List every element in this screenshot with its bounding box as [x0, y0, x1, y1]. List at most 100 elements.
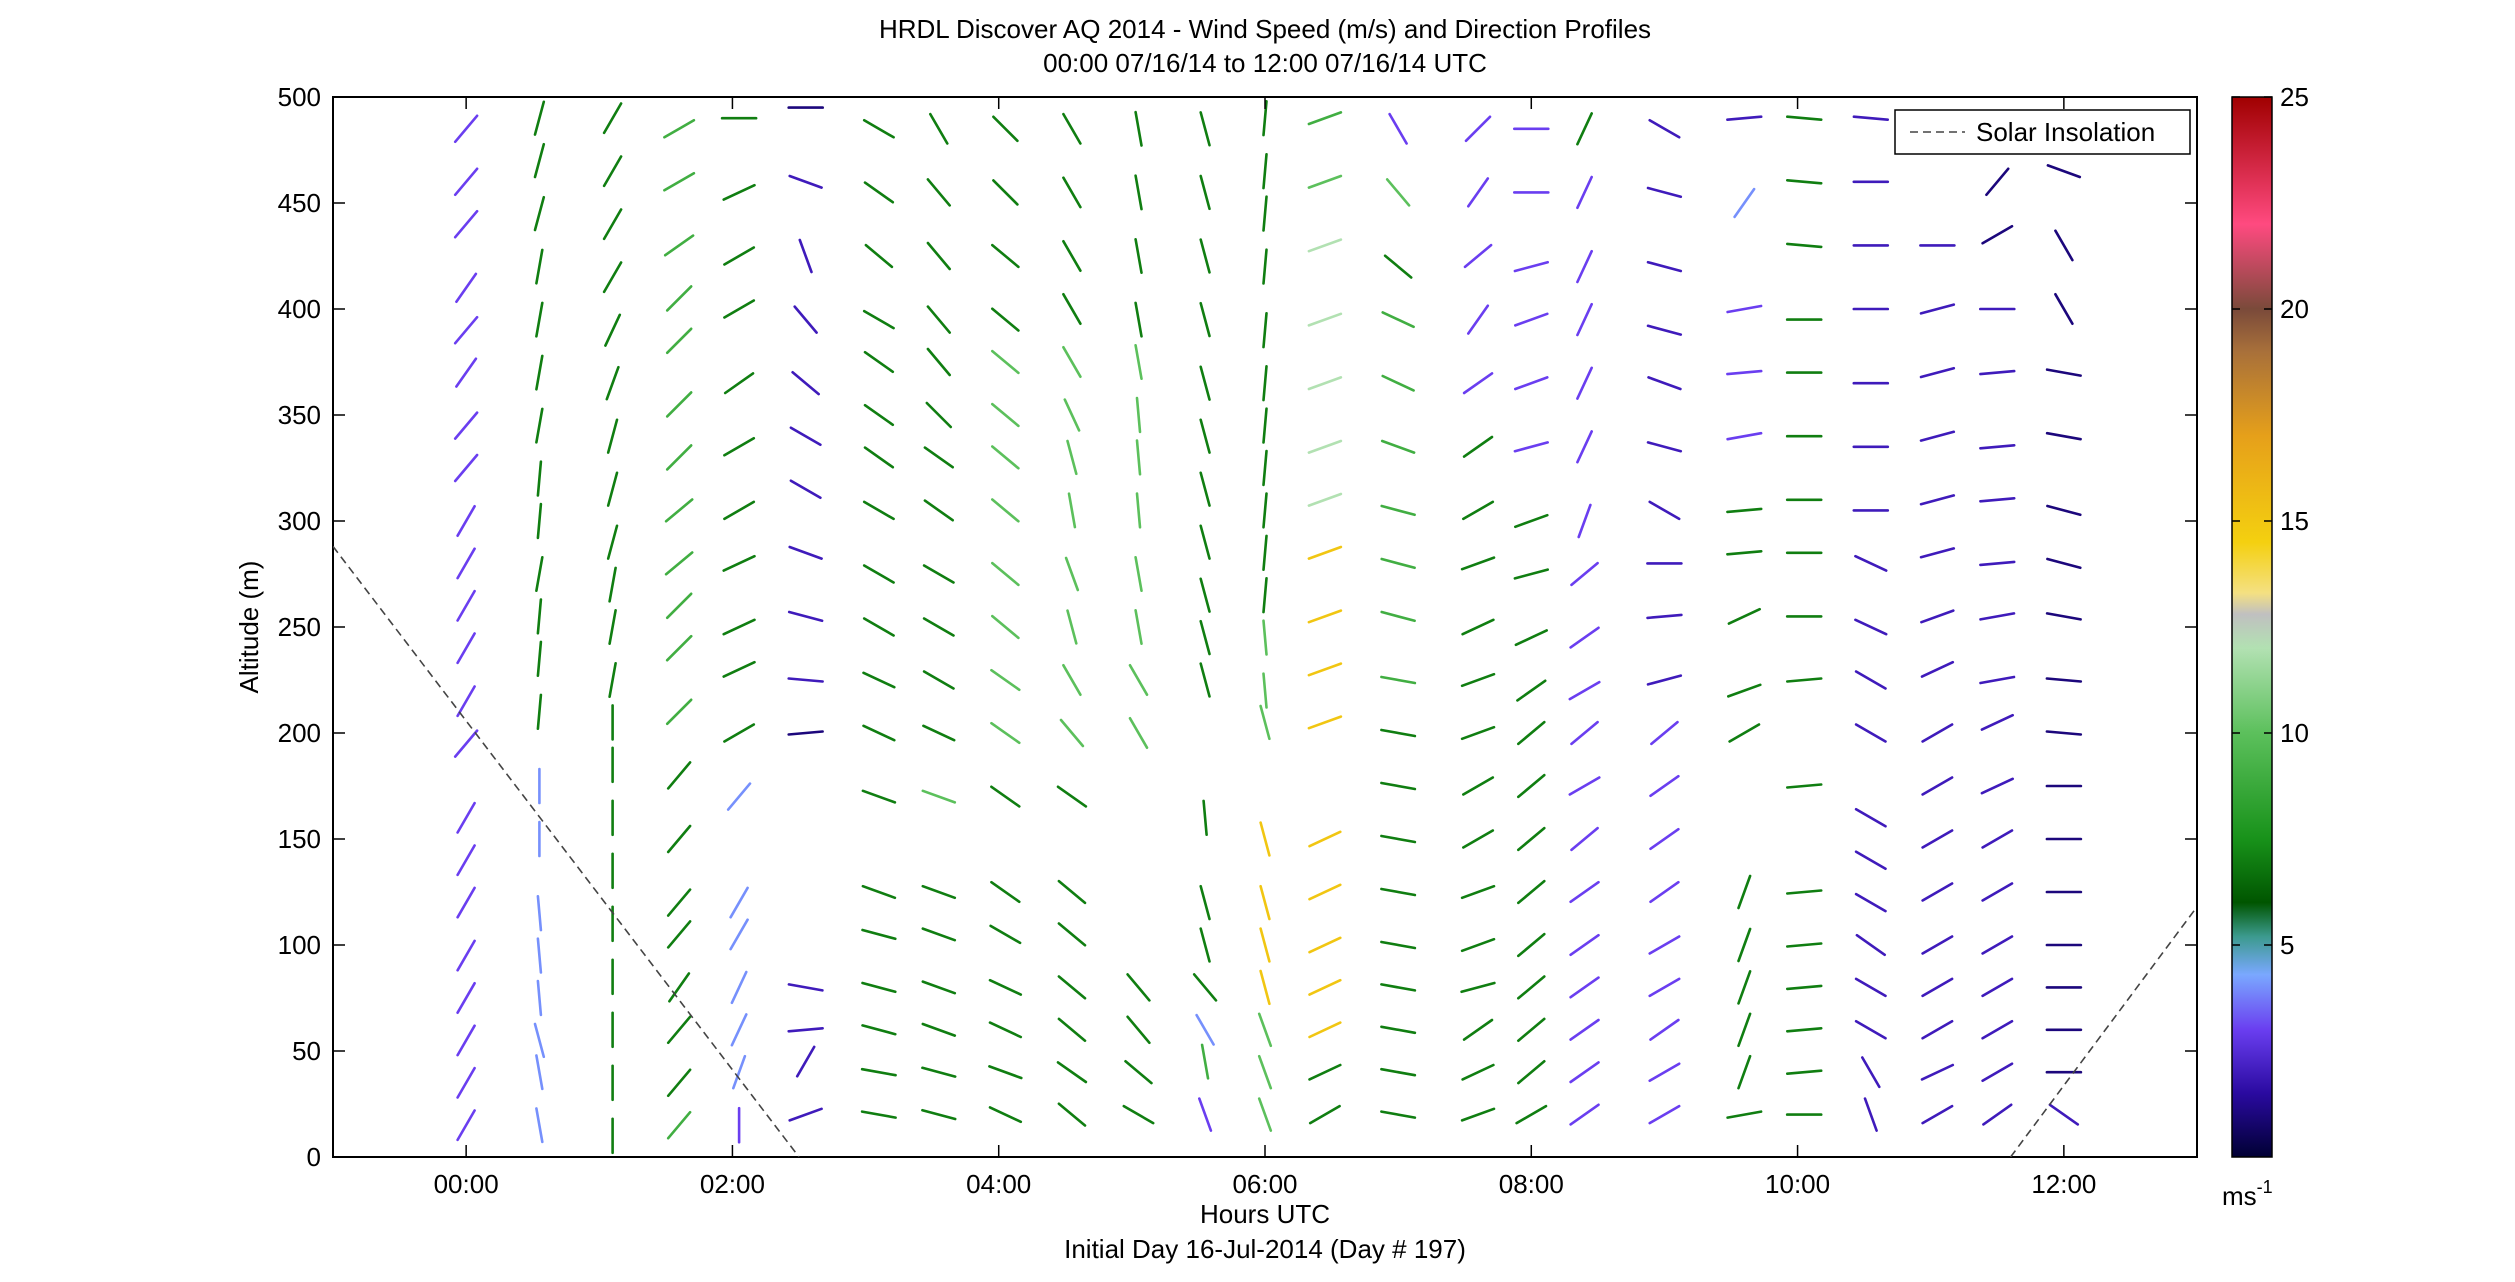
legend-box [1894, 109, 2191, 155]
wind-barb [863, 181, 895, 204]
wind-barb [1649, 827, 1680, 851]
wind-barb [1576, 175, 1593, 210]
wind-barb [535, 301, 544, 338]
wind-barb [1854, 723, 1887, 743]
wind-barb [1919, 303, 1956, 315]
wind-barb [1514, 513, 1549, 529]
wind-barb [1786, 242, 1823, 249]
wind-barb [1462, 829, 1495, 849]
y-tick-label: 100 [278, 930, 321, 960]
wind-barb [1199, 619, 1211, 656]
wind-barb [666, 1068, 692, 1098]
wind-barb [787, 983, 824, 992]
wind-barb [1059, 718, 1085, 748]
wind-barb [1262, 492, 1268, 529]
wind-barb [992, 115, 1019, 143]
wind-barb [1460, 884, 1496, 900]
wind-barb [1259, 821, 1271, 857]
wind-barb [723, 500, 756, 521]
wind-barb [1126, 1015, 1151, 1045]
wind-barb [926, 347, 952, 377]
wind-barb [1568, 776, 1601, 796]
wind-barb [608, 661, 617, 699]
wind-barb [1380, 781, 1417, 791]
wind-barb [1057, 922, 1087, 947]
wind-barb [988, 978, 1023, 996]
wind-barb [1517, 975, 1546, 1000]
wind-barb [455, 357, 478, 388]
wind-barb [602, 155, 623, 188]
wind-barb [1577, 503, 1592, 539]
wind-barb [666, 888, 692, 917]
wind-barb [536, 502, 543, 540]
wind-barb [1648, 935, 1681, 955]
wind-barb [1979, 612, 2016, 621]
wind-barb [1576, 430, 1593, 464]
wind-barb [1195, 1013, 1215, 1046]
wind-barb [456, 844, 476, 877]
wind-barb [1647, 376, 1682, 391]
wind-barb [1257, 1012, 1273, 1048]
y-tick-label: 250 [278, 612, 321, 642]
wind-barb [1649, 1018, 1680, 1041]
wind-barb [1380, 557, 1416, 570]
wind-barb [1062, 240, 1082, 273]
wind-barb [1649, 880, 1680, 904]
wind-barb [1726, 1110, 1763, 1119]
wind-barb [723, 723, 756, 743]
wind-barb [862, 671, 896, 689]
wind-barb [1920, 1063, 1955, 1081]
wind-barb [663, 172, 696, 192]
wind-barb [1262, 576, 1268, 614]
colorbar-unit: ms-1 [2222, 1177, 2273, 1211]
wind-barb [1199, 174, 1211, 211]
wind-barb [922, 564, 955, 584]
wind-barb [602, 208, 623, 241]
wind-barb [1307, 609, 1343, 624]
wind-barb [1981, 882, 2014, 902]
wind-barb [1308, 978, 1342, 996]
wind-barb [990, 880, 1021, 904]
wind-barb [456, 632, 476, 665]
wind-barb [1307, 312, 1343, 327]
wind-barb [1307, 439, 1343, 454]
solar-insolation-line [333, 545, 800, 1157]
wind-barb [1385, 178, 1411, 207]
wind-barb [1786, 984, 1823, 991]
wind-barb [1980, 713, 2014, 731]
wind-barb [860, 1110, 897, 1119]
legend-solar-label: Solar Insolation [1976, 117, 2155, 147]
wind-barb [536, 640, 543, 678]
wind-barb [1199, 577, 1211, 613]
wind-barb [988, 1021, 1023, 1039]
colorbar-tick-label: 20 [2280, 294, 2309, 324]
wind-barb [1979, 443, 2016, 450]
wind-barb [1646, 260, 1683, 273]
wind-barb [795, 1045, 816, 1078]
wind-barb [926, 305, 952, 334]
wind-barb [1134, 238, 1143, 275]
wind-barb [921, 1108, 957, 1121]
wind-barb [1122, 1104, 1155, 1125]
wind-barb [992, 179, 1019, 206]
wind-barb [1517, 720, 1546, 746]
x-axis-label: Hours UTC [1200, 1199, 1330, 1229]
wind-barb [926, 241, 952, 271]
wind-barb [1262, 100, 1268, 137]
wind-barb [731, 1054, 747, 1090]
wind-barb [606, 524, 619, 560]
y-tick-label: 0 [307, 1142, 321, 1172]
wind-barb [1569, 976, 1600, 999]
wind-barb [1460, 937, 1496, 953]
wind-barb [1380, 1025, 1417, 1035]
wind-barb [1576, 302, 1593, 337]
wind-barb [793, 305, 818, 334]
wind-barb [723, 372, 755, 395]
wind-barb [536, 937, 543, 974]
wind-barb [1786, 942, 1823, 948]
wind-barb [723, 436, 756, 457]
wind-barb [1570, 826, 1599, 852]
wind-barb [990, 402, 1020, 428]
wind-barb [1920, 660, 1955, 678]
wind-barb [1066, 439, 1078, 476]
